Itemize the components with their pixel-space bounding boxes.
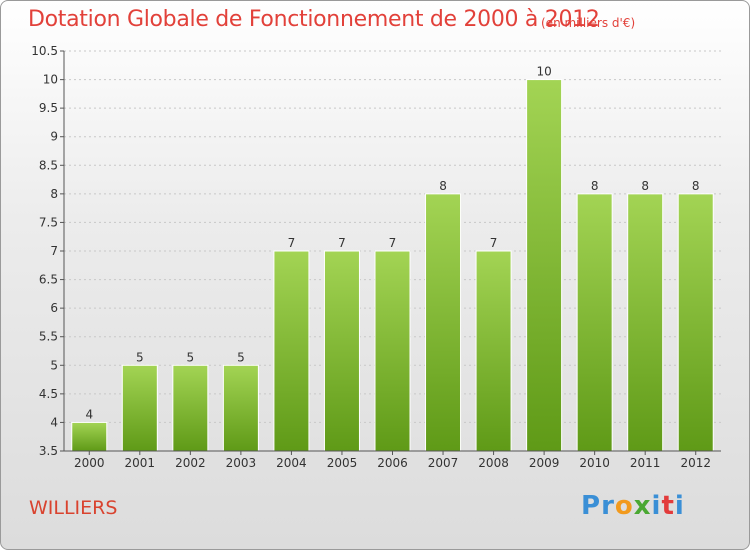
x-tick-label: 2001 <box>125 456 156 470</box>
x-tick-label: 2003 <box>226 456 257 470</box>
y-tick-label: 10 <box>43 73 58 87</box>
x-tick-label: 2006 <box>377 456 408 470</box>
bar <box>273 250 310 452</box>
brand-letter: i <box>674 491 685 521</box>
bar <box>475 250 512 452</box>
bar <box>323 250 360 452</box>
bar <box>172 364 209 452</box>
x-tick-label: 2002 <box>175 456 206 470</box>
y-tick-label: 7.5 <box>39 215 58 229</box>
value-label: 10 <box>536 65 551 79</box>
x-tick-label: 2012 <box>680 456 711 470</box>
y-tick-label: 6 <box>50 301 58 315</box>
y-tick-label: 5.5 <box>39 330 58 344</box>
value-label: 7 <box>288 236 296 250</box>
x-tick-label: 2005 <box>327 456 358 470</box>
x-tick-label: 2007 <box>428 456 459 470</box>
x-tick-label: 2008 <box>478 456 509 470</box>
value-label: 7 <box>338 236 346 250</box>
bars: 4 5 5 5 7 7 7 8 7 10 8 8 8 <box>71 65 714 452</box>
x-tick-label: 2009 <box>529 456 560 470</box>
value-label: 5 <box>187 350 195 364</box>
y-tick-label: 6.5 <box>39 273 58 287</box>
bar <box>121 364 158 452</box>
bar <box>576 193 613 452</box>
y-tick-label: 8 <box>50 187 58 201</box>
axes: 3.5 4 4.5 5 5.5 6 6.5 7 7.5 8 8.5 9 9.5 10 10.5 2000 200… <box>31 44 721 470</box>
chart-subtitle: (en milliers d'€) <box>541 16 636 30</box>
value-label: 5 <box>237 350 245 364</box>
bar <box>222 364 259 452</box>
bar <box>374 250 411 452</box>
value-label: 8 <box>439 179 447 193</box>
value-label: 8 <box>641 179 649 193</box>
value-label: 8 <box>591 179 599 193</box>
y-tick-label: 4.5 <box>39 387 58 401</box>
chart-title: Dotation Globale de Fonctionnement de 20… <box>28 7 600 32</box>
y-tick-label: 9.5 <box>39 101 58 115</box>
x-tick-label: 2011 <box>630 456 661 470</box>
x-tick-label: 2010 <box>579 456 610 470</box>
bar <box>677 193 714 452</box>
brand-letter: i <box>651 491 662 521</box>
brand-logo: Proxiti <box>581 491 685 521</box>
value-label: 5 <box>136 350 144 364</box>
value-label: 7 <box>490 236 498 250</box>
bar <box>526 79 563 452</box>
city-name: WILLIERS <box>29 497 118 519</box>
value-label: 7 <box>389 236 397 250</box>
bar <box>71 421 108 452</box>
y-tick-label: 5 <box>50 358 58 372</box>
brand-letter: r <box>601 491 615 521</box>
x-tick-label: 2004 <box>276 456 307 470</box>
y-tick-label: 7 <box>50 244 58 258</box>
brand-letter: P <box>581 491 602 521</box>
value-label: 4 <box>85 407 93 421</box>
bar <box>627 193 664 452</box>
y-tick-label: 4 <box>50 415 58 429</box>
brand-letter: o <box>614 491 634 521</box>
x-tick-label: 2000 <box>74 456 105 470</box>
value-label: 8 <box>692 179 700 193</box>
brand-letter: x <box>633 491 652 521</box>
y-tick-label: 9 <box>50 130 58 144</box>
brand-letter: t <box>661 491 675 521</box>
y-tick-label: 8.5 <box>39 158 58 172</box>
bar <box>425 193 462 452</box>
y-tick-label: 10.5 <box>31 44 58 58</box>
y-tick-label: 3.5 <box>39 444 58 458</box>
